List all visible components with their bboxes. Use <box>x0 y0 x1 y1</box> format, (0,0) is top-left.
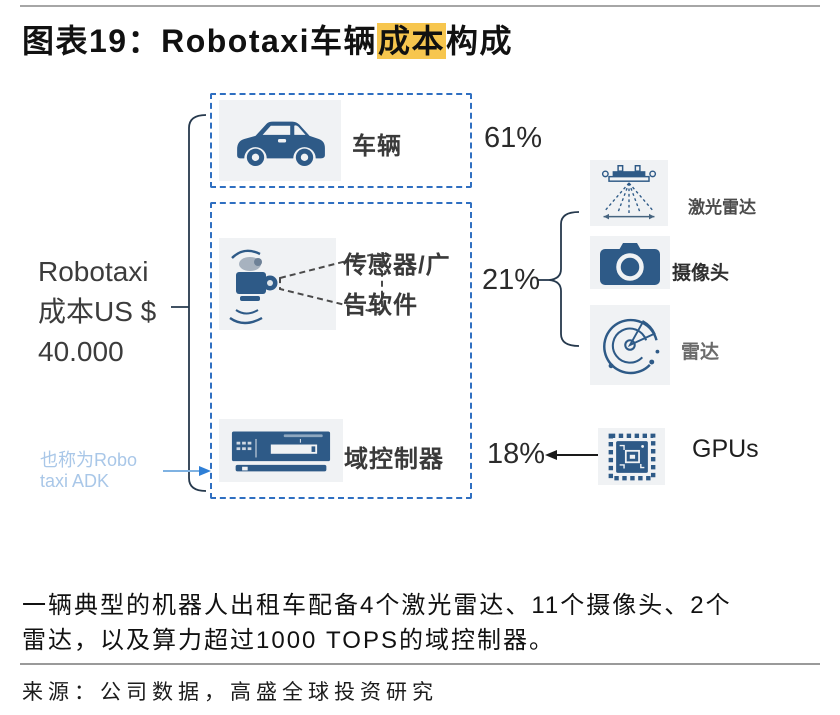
car-icon-panel <box>219 100 341 181</box>
sensor-label-line1: 传感器/广 <box>343 252 451 279</box>
top-divider <box>20 5 820 7</box>
sensor-label-line2: 告软件 <box>343 292 418 319</box>
sensor-brace <box>548 211 580 347</box>
source-line: 来源：公司数据，高盛全球投资研究 <box>22 681 438 704</box>
camera-icon <box>600 242 660 285</box>
sensor-cone-icon <box>229 249 383 325</box>
gpu-label: GPUs <box>692 435 759 463</box>
car-icon <box>237 121 325 166</box>
radar-label: 雷达 <box>681 342 720 363</box>
gpu-chip-icon <box>608 433 655 480</box>
gpu-icon-panel <box>598 428 665 485</box>
footnote: 一辆典型的机器人出租车配备4个激光雷达、11个摄像头、2个 雷达，以及算力超过1… <box>22 588 822 658</box>
title-highlight: 成本 <box>377 23 447 59</box>
source-divider <box>20 663 820 665</box>
adk-annotation-line1: 也称为Robo <box>40 450 138 470</box>
controller-label: 域控制器 <box>344 446 444 473</box>
domain-controller-icon <box>231 431 331 471</box>
vehicle-percentage: 61% <box>484 122 543 154</box>
sensor-label: 传感器/广 告软件 <box>343 246 451 326</box>
footnote-line2: 雷达，以及算力超过1000 TOPS的域控制器。 <box>22 627 555 654</box>
total-cost-label: Robotaxi 成本US $ 40.000 <box>38 252 156 372</box>
total-cost-line2: 成本US $ <box>38 296 157 327</box>
lidar-icon <box>601 165 657 220</box>
page-title: 图表19：Robotaxi车辆成本构成 <box>22 16 513 62</box>
camera-icon-panel <box>590 236 670 289</box>
gpu-arrow-head <box>545 450 557 460</box>
sensor-percentage: 21% <box>482 264 541 296</box>
total-cost-line1: Robotaxi <box>38 256 149 287</box>
controller-percentage: 18% <box>487 438 546 470</box>
radar-icon <box>603 318 660 375</box>
title-prefix: 图表19：Robotaxi车辆 <box>22 23 377 59</box>
components-dashed-box <box>210 202 472 499</box>
total-cost-line3: 40.000 <box>38 336 124 367</box>
footnote-line1: 一辆典型的机器人出租车配备4个激光雷达、11个摄像头、2个 <box>22 592 732 619</box>
adk-annotation: 也称为Robo taxi ADK <box>40 450 137 492</box>
vehicle-label: 车辆 <box>352 133 402 160</box>
lidar-label: 激光雷达 <box>688 198 756 217</box>
main-bracket <box>188 114 207 492</box>
lidar-icon-panel <box>590 160 668 226</box>
vehicle-dashed-box <box>210 93 472 188</box>
adk-annotation-line2: taxi ADK <box>40 471 110 491</box>
radar-icon-panel <box>590 305 670 385</box>
controller-icon-panel <box>219 419 343 482</box>
title-suffix: 构成 <box>446 23 514 59</box>
camera-label: 摄像头 <box>672 263 730 284</box>
